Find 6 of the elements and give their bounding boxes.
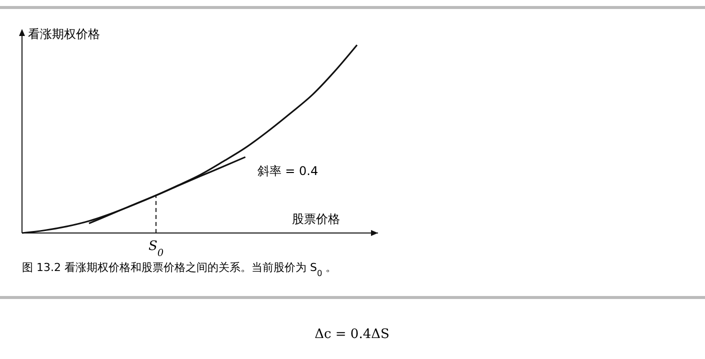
x-axis-title: 股票价格 [292,212,340,226]
text: S$_{0}$ [148,239,164,258]
annotation: 斜率 = 0.4 [257,164,318,178]
text: Δc = 0.4ΔS [314,327,390,342]
caption: 图 13.2 看涨期权价格和股票价格之间的关系。当前股价为 S$_{0}$。 [22,261,337,278]
y-axis-title: 看涨期权价格 [28,27,100,41]
